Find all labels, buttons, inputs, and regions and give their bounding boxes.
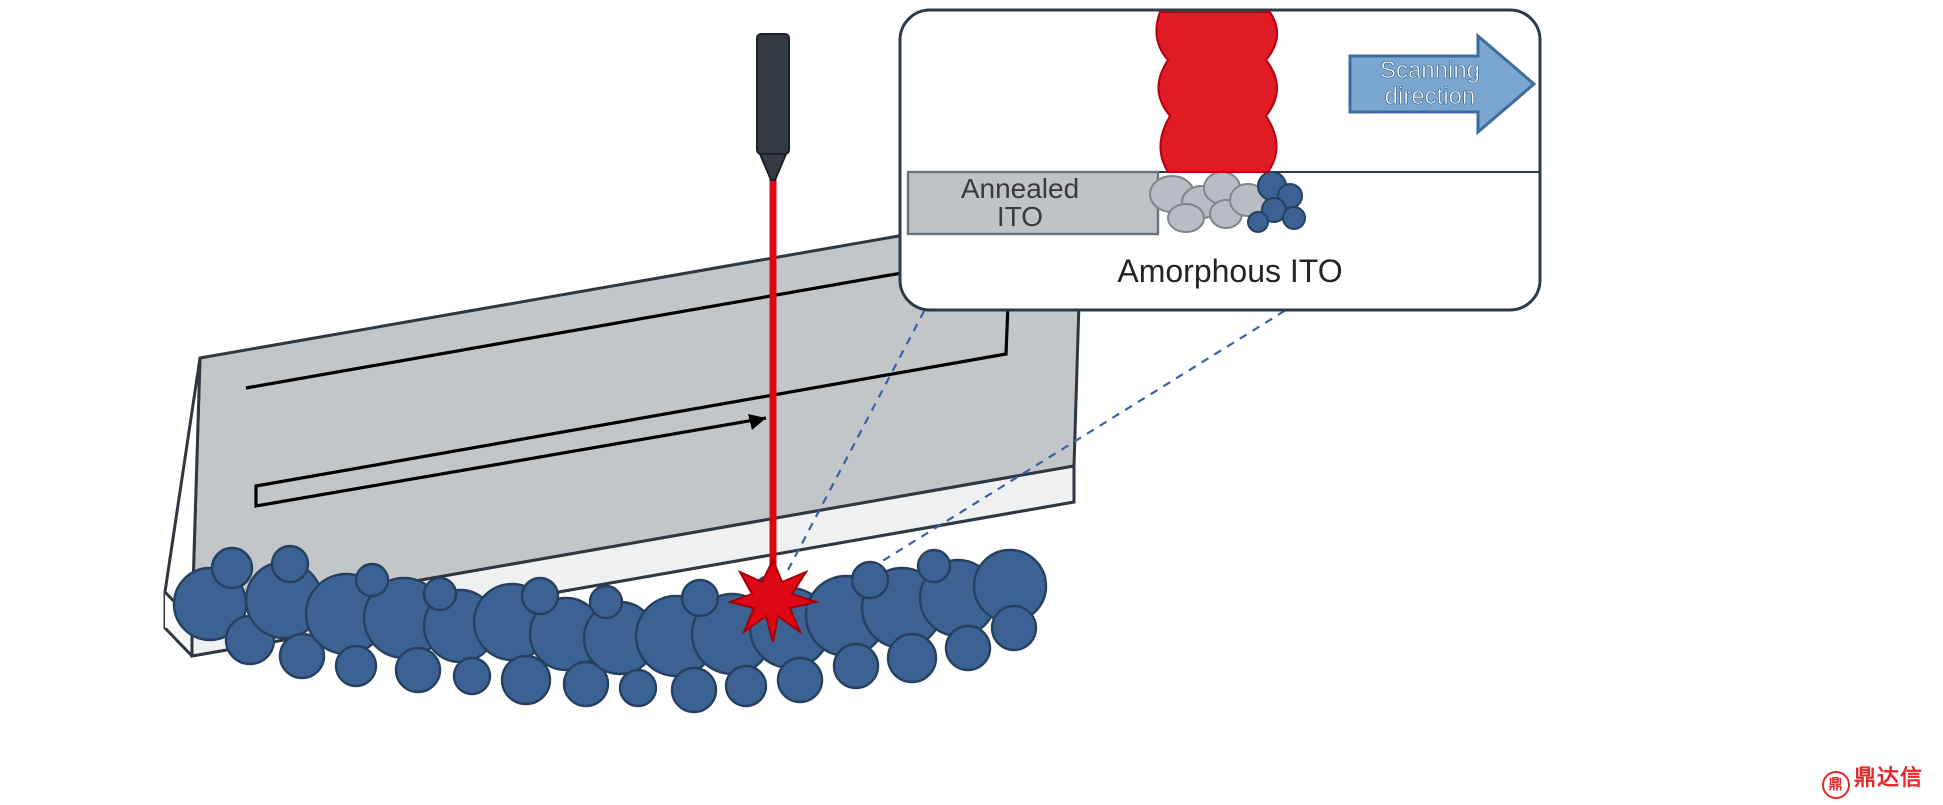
annealed-label-l1: Annealed xyxy=(961,173,1079,204)
inset-panel: Annealed ITO Laser Scanning direction xyxy=(900,10,1540,310)
inset-laser-shape xyxy=(1156,12,1277,172)
laser-label: Laser xyxy=(1280,61,1360,97)
annealed-label-l2: ITO xyxy=(997,201,1043,232)
scanning-label-l2: direction xyxy=(1385,83,1476,110)
watermark-text: 鼎达信 xyxy=(1854,765,1923,790)
scanning-label-l1: Scanning xyxy=(1380,57,1480,84)
watermark-icon: 鼎 xyxy=(1822,771,1850,799)
laser-head-icon xyxy=(757,34,789,180)
diagram-canvas: Annealed ITO Laser Scanning direction xyxy=(0,0,1943,805)
watermark: 鼎鼎达信 xyxy=(1822,760,1923,799)
amorphous-label: Amorphous ITO xyxy=(1117,253,1342,289)
